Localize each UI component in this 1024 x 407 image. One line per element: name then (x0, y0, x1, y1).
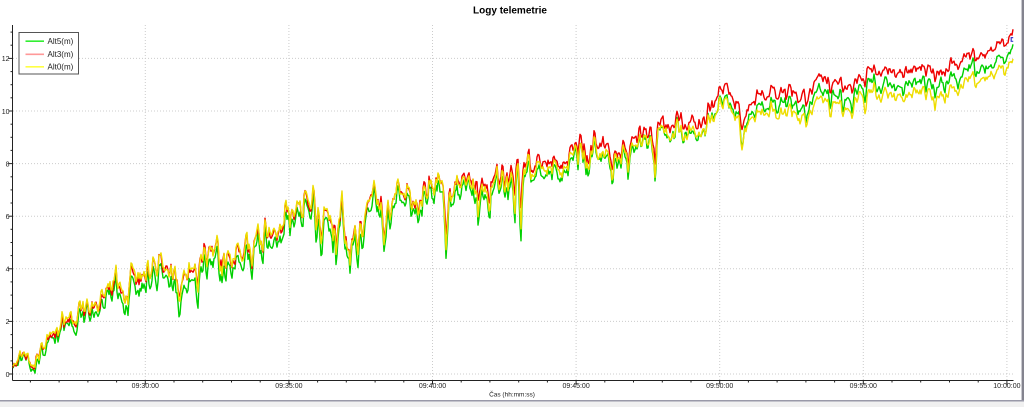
svg-text:09:30:00: 09:30:00 (132, 383, 159, 390)
svg-text:10:00:00: 10:00:00 (993, 383, 1020, 390)
svg-text:Čas (hh:mm:ss): Čas (hh:mm:ss) (489, 390, 535, 399)
svg-text:Alt0(m): Alt0(m) (48, 63, 74, 72)
svg-text:6: 6 (6, 214, 10, 221)
svg-text:Alt3(m): Alt3(m) (48, 50, 74, 59)
svg-text:09:50:00: 09:50:00 (706, 383, 733, 390)
svg-text:09:40:00: 09:40:00 (419, 383, 446, 390)
svg-text:12: 12 (2, 56, 10, 63)
svg-text:10: 10 (2, 109, 10, 116)
svg-text:2: 2 (6, 319, 10, 326)
svg-text:0: 0 (6, 372, 10, 379)
svg-text:09:55:00: 09:55:00 (850, 383, 877, 390)
svg-text:8: 8 (6, 161, 10, 168)
svg-text:09:35:00: 09:35:00 (275, 383, 302, 390)
svg-text:09:45:00: 09:45:00 (562, 383, 589, 390)
svg-text:4: 4 (6, 267, 10, 274)
svg-text:Alt5(m): Alt5(m) (48, 37, 74, 46)
svg-text:Logy telemetrie: Logy telemetrie (473, 6, 547, 17)
